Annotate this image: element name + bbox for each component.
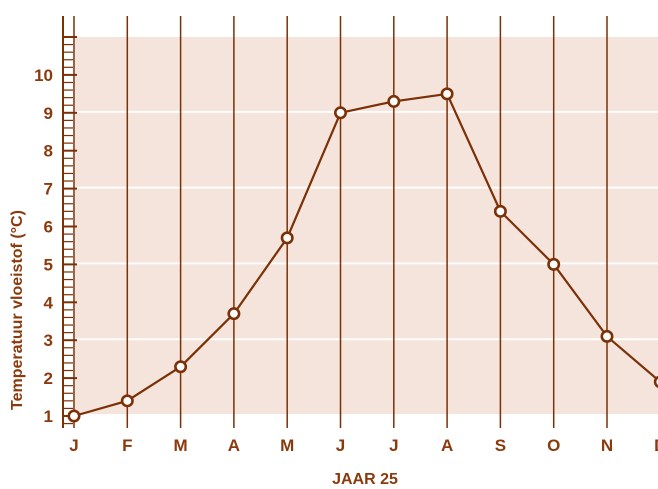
- x-tick-label: F: [122, 436, 132, 455]
- band: [75, 37, 658, 111]
- data-points: [67, 87, 658, 423]
- y-axis-title: Temperatuur vloeistof (°C): [9, 210, 26, 410]
- x-tick-label: J: [69, 436, 78, 455]
- y-axis: [62, 16, 77, 428]
- x-tick-label: D: [654, 436, 658, 455]
- y-tick-label: 5: [44, 255, 53, 274]
- x-axis-title: JAAR 25: [332, 471, 398, 488]
- band: [75, 340, 658, 415]
- y-tick-label: 2: [44, 369, 53, 388]
- data-point: [333, 106, 347, 120]
- y-tick-label: 1: [44, 407, 53, 426]
- vertical-gridlines: [73, 16, 608, 428]
- band: [75, 264, 658, 339]
- y-tick-label: 7: [44, 180, 53, 199]
- data-point: [227, 307, 241, 321]
- x-tick-label: S: [495, 436, 506, 455]
- data-point: [600, 329, 614, 343]
- data-point: [67, 409, 81, 423]
- x-tick-label: A: [228, 436, 240, 455]
- x-tick-label: J: [389, 436, 398, 455]
- x-tick-labels: JFMAMJJASOND: [69, 436, 658, 455]
- y-tick-label: 6: [44, 218, 53, 237]
- x-tick-label: O: [547, 436, 560, 455]
- y-tick-label: 9: [44, 104, 53, 123]
- y-tick-label: 10: [34, 66, 53, 85]
- background-bands: [75, 37, 658, 415]
- band: [75, 188, 658, 263]
- y-tick-labels: 1 2 3 4 5 6 7 8 9 10: [34, 66, 53, 426]
- x-tick-label: M: [174, 436, 188, 455]
- band: [75, 112, 658, 187]
- data-point: [440, 87, 454, 101]
- data-point: [280, 231, 294, 245]
- y-tick-label: 8: [44, 142, 53, 161]
- y-tick-label: 4: [44, 293, 54, 312]
- data-point: [493, 204, 507, 218]
- series-line: [73, 92, 658, 418]
- data-point: [387, 94, 401, 108]
- x-tick-label: M: [280, 436, 294, 455]
- x-tick-label: J: [336, 436, 345, 455]
- data-point: [547, 257, 561, 271]
- data-point: [653, 375, 658, 388]
- x-tick-label: A: [441, 436, 453, 455]
- y-tick-label: 3: [44, 331, 53, 350]
- data-point: [120, 394, 134, 408]
- x-tick-label: N: [601, 436, 613, 455]
- data-point: [174, 360, 188, 374]
